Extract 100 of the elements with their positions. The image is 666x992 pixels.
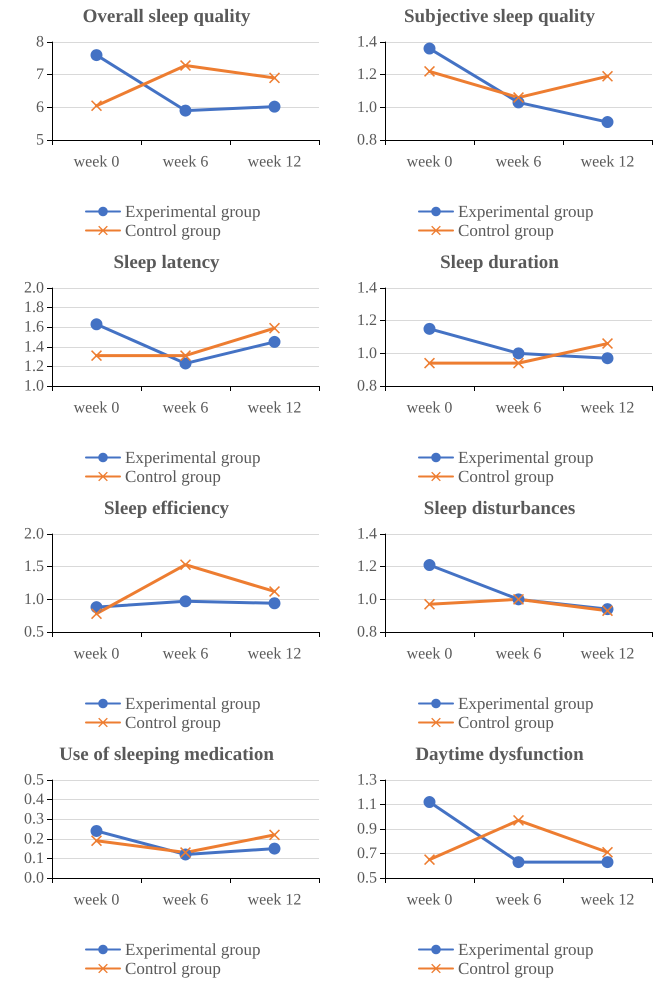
y-tick-label: 0.4: [24, 791, 44, 808]
y-tick-label: 2.0: [24, 526, 44, 542]
y-tick-label: 0.0: [24, 870, 44, 886]
y-tick-label: 8: [36, 34, 44, 50]
y-tick-label: 1.2: [357, 558, 377, 576]
x-tick-label: week 0: [406, 154, 452, 170]
legend-label: Experimental group: [458, 694, 594, 713]
point: [424, 42, 436, 55]
y-tick-label: 1.1: [357, 796, 377, 813]
x-tick-label: week 0: [74, 400, 120, 416]
chart-title: Sleep latency: [113, 252, 220, 273]
x-tick-label: week 12: [248, 892, 302, 908]
chart-title: Sleep disturbances: [424, 498, 576, 519]
point: [268, 336, 280, 348]
legend-label: Experimental group: [458, 940, 594, 959]
x-tick-label: week 12: [580, 154, 634, 170]
legend-label: Control group: [458, 467, 554, 486]
y-tick-label: 0.5: [24, 772, 44, 788]
point: [90, 824, 102, 837]
y-tick-label: 1.0: [357, 344, 377, 362]
y-tick-label: 0.3: [24, 810, 44, 828]
x-tick-label: week 12: [580, 646, 634, 662]
point: [602, 338, 613, 350]
point: [269, 322, 280, 334]
legend-label: Control group: [458, 221, 554, 240]
point: [90, 318, 102, 330]
point: [91, 100, 102, 112]
y-tick-label: 1.4: [357, 526, 377, 542]
point: [513, 358, 524, 369]
point: [268, 842, 280, 855]
chart-title: Daytime dysfunction: [415, 744, 584, 765]
point: [269, 829, 280, 840]
y-tick-label: 5: [36, 132, 44, 148]
x-tick-label: week 12: [580, 400, 634, 416]
y-tick-label: 1.8: [24, 299, 44, 316]
chart-title: Sleep efficiency: [104, 498, 230, 519]
legend-label: Experimental group: [458, 202, 594, 221]
point: [269, 586, 280, 597]
point: [268, 100, 280, 113]
y-tick-label: 1.3: [357, 772, 377, 788]
point: [269, 72, 280, 84]
y-tick-label: 0.5: [357, 870, 377, 886]
x-tick-label: week 6: [496, 892, 542, 908]
x-tick-label: week 6: [162, 154, 208, 170]
legend-label: Experimental group: [125, 202, 260, 221]
point: [91, 350, 102, 362]
y-tick-label: 1.4: [357, 34, 377, 50]
chart-title: Overall sleep quality: [82, 6, 251, 27]
y-tick-label: 6: [36, 98, 44, 116]
legend-label: Experimental group: [458, 448, 594, 467]
legend-label: Control group: [125, 713, 221, 732]
point: [512, 856, 524, 868]
point: [180, 559, 191, 570]
legend-label: Control group: [458, 959, 554, 978]
point: [602, 70, 613, 82]
x-tick-label: week 0: [74, 892, 120, 908]
point: [180, 60, 191, 72]
x-tick-label: week 0: [74, 154, 120, 170]
legend-label: Control group: [125, 221, 221, 240]
point: [513, 814, 524, 826]
x-tick-label: week 12: [248, 400, 302, 416]
point: [513, 92, 524, 104]
legend-label: Control group: [125, 959, 221, 978]
x-tick-label: week 0: [74, 646, 120, 662]
point: [180, 357, 192, 370]
y-tick-label: 1.2: [357, 66, 377, 84]
y-tick-label: 1.5: [24, 558, 44, 576]
chart-title: Subjective sleep quality: [404, 6, 596, 27]
point: [424, 322, 436, 335]
point: [180, 350, 191, 362]
x-tick-label: week 0: [406, 400, 452, 416]
point: [424, 66, 435, 77]
point: [268, 597, 280, 610]
x-tick-label: week 6: [496, 154, 542, 170]
y-tick-label: 1.2: [357, 312, 377, 330]
y-tick-label: 0.5: [24, 624, 44, 640]
x-tick-label: week 6: [496, 400, 542, 416]
legend-label: Control group: [458, 713, 554, 732]
x-tick-label: week 0: [406, 646, 452, 662]
point: [602, 116, 614, 128]
point: [424, 358, 435, 369]
y-tick-label: 1.0: [24, 590, 44, 608]
y-tick-label: 0.8: [357, 378, 377, 394]
y-tick-label: 0.2: [24, 830, 44, 848]
point: [424, 854, 435, 866]
point: [512, 347, 524, 360]
point: [424, 559, 436, 572]
y-tick-label: 1.0: [24, 378, 44, 394]
point: [180, 104, 192, 117]
y-tick-label: 0.7: [357, 845, 377, 862]
y-tick-label: 1.0: [357, 98, 377, 116]
x-tick-label: week 12: [580, 892, 634, 908]
point: [602, 846, 613, 858]
x-tick-label: week 12: [248, 154, 302, 170]
x-tick-label: week 6: [162, 400, 208, 416]
y-tick-label: 2.0: [24, 280, 44, 296]
x-tick-label: week 6: [162, 892, 208, 908]
point: [424, 796, 436, 808]
legend-label: Experimental group: [125, 694, 260, 713]
y-tick-label: 1.4: [357, 280, 377, 296]
